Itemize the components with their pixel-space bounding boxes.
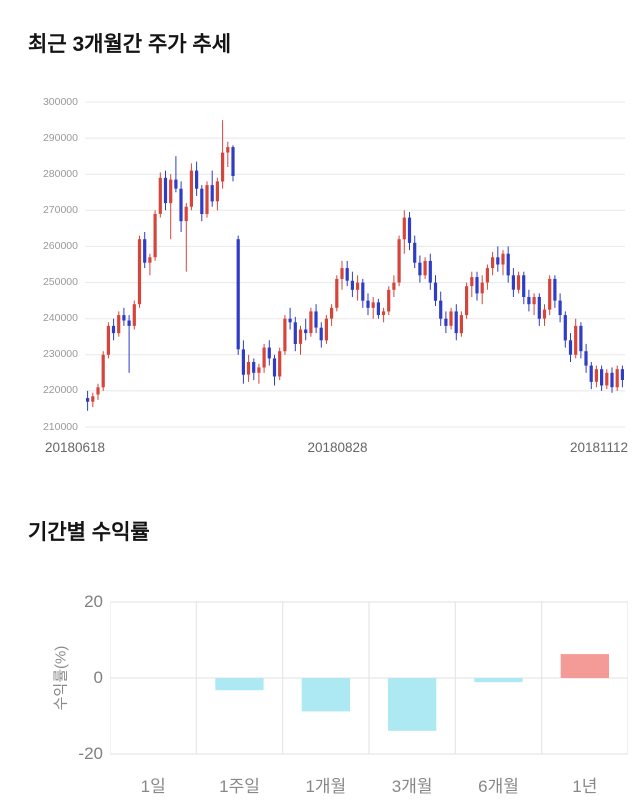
price-y-tick-label: 210000	[42, 420, 78, 433]
price-chart: 300000 290000 280000 270000 260000 250000 2400…	[0, 90, 640, 480]
returns-category-label: 1년	[572, 777, 598, 796]
returns-y-tick-label: 20	[84, 592, 103, 611]
price-candlestick-chart	[85, 101, 625, 428]
x-axis-label-mid: 20180828	[307, 440, 368, 455]
price-y-tick-label: 250000	[42, 276, 78, 289]
returns-category-label: 1주일	[219, 777, 260, 796]
returns-y-tick-label: -20	[78, 744, 103, 763]
x-axis-label-start: 20180618	[45, 440, 106, 455]
price-y-tick-label: 300000	[42, 95, 78, 108]
returns-chart-title: 기간별 수익률	[28, 521, 150, 544]
returns-bar-chart	[110, 601, 628, 755]
price-y-tick-label: 280000	[42, 167, 78, 180]
x-axis-label-end: 20181112	[569, 440, 628, 455]
returns-y-tick-label: 0	[93, 668, 103, 687]
returns-category-label: 1일	[140, 777, 166, 796]
returns-chart: 수익률(%) 20 0 -20 1일 1주일 1개월 3개월 6개월 1년	[0, 592, 640, 807]
price-y-tick-label: 260000	[42, 239, 78, 252]
price-y-tick-label: 290000	[42, 131, 78, 144]
price-y-tick-label: 230000	[42, 348, 78, 361]
price-y-tick-label: 220000	[42, 384, 78, 397]
price-x-axis: 20180618 20180828 20181112	[45, 440, 628, 455]
returns-category-label: 1개월	[305, 777, 347, 796]
price-y-tick-label: 270000	[42, 203, 78, 216]
returns-category-label: 6개월	[478, 777, 519, 796]
returns-category-label: 3개월	[391, 777, 433, 796]
price-chart-title: 최근 3개월간 주가 추세	[28, 33, 232, 56]
price-y-tick-label: 240000	[42, 312, 78, 325]
